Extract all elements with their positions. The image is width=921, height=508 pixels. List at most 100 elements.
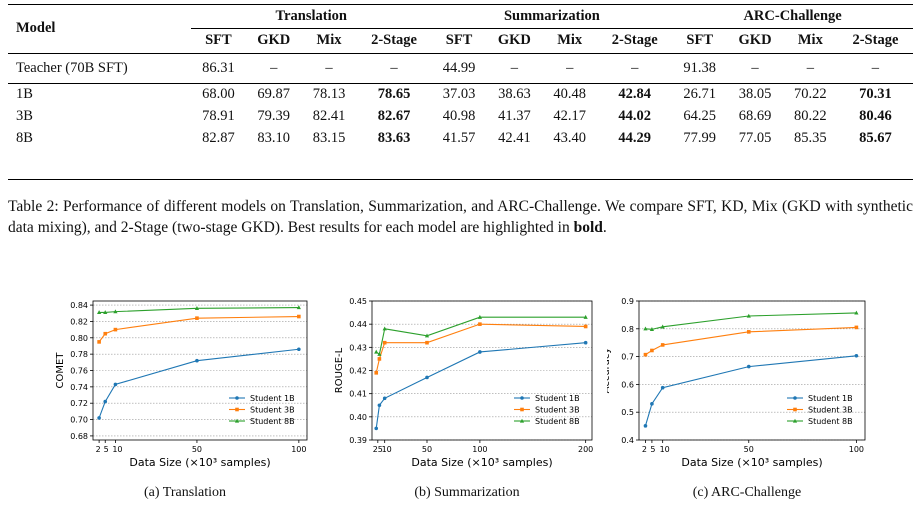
x-axis-label: Data Size (×10³ samples) xyxy=(411,456,552,469)
data-point xyxy=(583,314,588,319)
plot-frame xyxy=(371,300,593,441)
table-cell: 82.87 xyxy=(202,130,235,146)
column-header: 2-Stage xyxy=(611,32,658,48)
legend-marker xyxy=(234,418,240,423)
data-point xyxy=(643,326,648,331)
x-tick-label: 2 xyxy=(642,445,647,454)
legend-marker xyxy=(235,407,239,412)
table-cell: 40.48 xyxy=(553,86,586,102)
y-tick-label: 0.40 xyxy=(349,413,367,422)
data-point xyxy=(377,351,382,356)
table-cell: 41.37 xyxy=(498,108,531,124)
data-point xyxy=(477,314,482,319)
y-tick-label: 0.44 xyxy=(349,320,367,329)
data-point xyxy=(195,358,199,363)
series-line xyxy=(644,355,857,426)
row-model: Teacher (70B SFT) xyxy=(16,59,128,76)
y-tick-label: 0.42 xyxy=(349,367,367,376)
table-cell: 69.87 xyxy=(257,86,291,102)
table-cell: – xyxy=(325,59,333,76)
table-cell: 80.46 xyxy=(859,108,892,124)
x-tick-label: 5 xyxy=(650,445,655,454)
legend-label: Student 3B xyxy=(250,406,295,415)
data-point xyxy=(478,322,482,326)
table-cell: 38.63 xyxy=(498,86,531,102)
data-point xyxy=(650,348,654,353)
x-tick-label: 25 xyxy=(373,445,383,454)
y-tick-label: 0.72 xyxy=(70,399,88,408)
x-axis-label: Data Size (×10³ samples) xyxy=(129,456,270,469)
legend-label: Student 8B xyxy=(535,417,580,426)
table-cell: 77.99 xyxy=(683,130,717,146)
data-point xyxy=(113,327,118,332)
y-axis-label: ROUGE-L xyxy=(334,347,345,393)
table-cell: 68.69 xyxy=(738,108,772,124)
column-header: SFT xyxy=(686,32,713,48)
column-header: GKD xyxy=(738,32,772,48)
model-header: Model xyxy=(16,20,56,37)
x-tick-label: 50 xyxy=(422,445,432,454)
data-point xyxy=(746,364,751,369)
data-point xyxy=(377,357,382,361)
data-point xyxy=(643,352,648,357)
table-cell: 38.05 xyxy=(738,86,772,102)
table-cell: – xyxy=(390,59,398,76)
x-tick-label: 200 xyxy=(578,445,593,454)
legend-marker xyxy=(792,418,798,423)
column-header: SFT xyxy=(445,32,473,48)
data-point xyxy=(296,305,301,310)
y-tick-label: 0.70 xyxy=(70,416,88,425)
x-tick-label: 5 xyxy=(104,445,109,454)
y-tick-label: 0.68 xyxy=(70,432,88,441)
y-tick-label: 0.74 xyxy=(70,383,88,392)
table-row: Teacher (70B SFT) 86.31 – – – 44.99 – – – 91.38 – –… xyxy=(8,53,913,83)
y-tick-label: 0.7 xyxy=(621,353,634,362)
row-model: 3B xyxy=(16,108,33,124)
table-caption: Table 2: Performance of different models… xyxy=(8,196,913,238)
data-point xyxy=(583,340,588,345)
legend-marker xyxy=(519,418,525,423)
legend-marker xyxy=(520,407,524,412)
legend-marker xyxy=(793,407,797,412)
subcaption-arc-challenge: (c) ARC-Challenge xyxy=(692,485,802,500)
y-tick-label: 0.39 xyxy=(349,436,367,445)
legend-label: Student 1B xyxy=(250,394,295,403)
y-axis-label: Accuracy xyxy=(607,348,612,394)
data-point xyxy=(103,310,108,315)
table-cell: 42.17 xyxy=(553,108,586,124)
column-header: 2-Stage xyxy=(371,32,417,48)
table-cell: 68.00 xyxy=(202,86,235,102)
legend-label: Student 1B xyxy=(535,394,580,403)
data-point xyxy=(382,396,387,401)
legend-label: Student 8B xyxy=(250,417,295,426)
table-cell: 44.02 xyxy=(618,108,652,124)
data-point xyxy=(374,371,379,375)
column-header: Mix xyxy=(797,32,823,48)
table-cell: 26.71 xyxy=(683,86,717,102)
data-point xyxy=(377,403,382,408)
caption-suffix: . xyxy=(602,219,607,236)
table-cell: 83.63 xyxy=(377,130,411,146)
data-point xyxy=(643,424,648,428)
table-cell: – xyxy=(566,59,574,76)
table-cell: 82.41 xyxy=(312,108,346,124)
legend-marker xyxy=(520,396,524,400)
data-point xyxy=(374,349,379,354)
table-top-rule xyxy=(8,4,913,5)
data-point xyxy=(97,416,101,420)
table-row: 1B 68.00 69.87 78.13 78.65 37.03 38.63 40.48 42.… xyxy=(8,83,913,106)
y-tick-label: 0.78 xyxy=(70,350,88,359)
data-point xyxy=(424,333,430,338)
table-cell: 43.40 xyxy=(553,130,586,146)
series-line xyxy=(645,312,857,330)
x-tick-label: 10 xyxy=(382,445,392,454)
data-point xyxy=(660,385,665,390)
group-header: Summarization xyxy=(431,5,673,29)
table-cell: 77.05 xyxy=(738,130,772,146)
table-cell: – xyxy=(751,59,759,76)
plot-frame xyxy=(638,300,866,441)
x-tick-label: 100 xyxy=(849,445,864,454)
column-header: Mix xyxy=(316,32,342,48)
table-cell: 85.67 xyxy=(859,130,892,146)
